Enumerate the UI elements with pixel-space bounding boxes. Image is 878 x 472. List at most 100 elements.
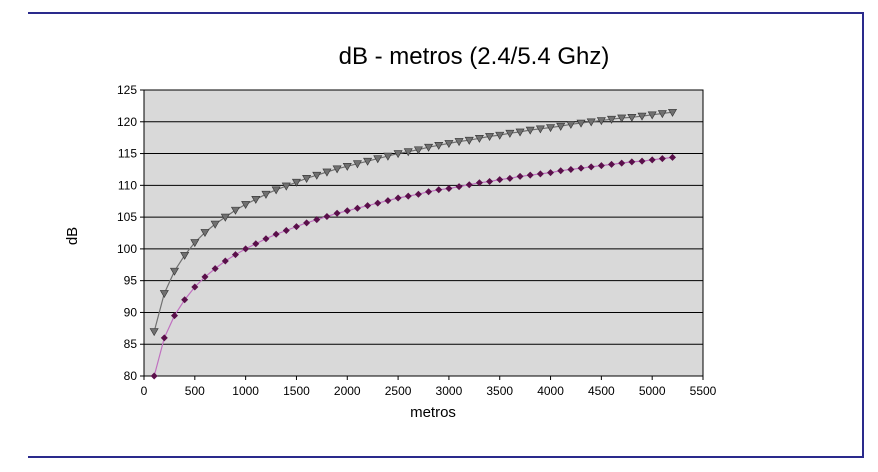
data-point xyxy=(557,167,565,175)
data-point xyxy=(333,209,341,217)
data-point xyxy=(170,312,178,320)
data-point xyxy=(586,118,596,127)
data-point xyxy=(526,171,534,179)
data-point xyxy=(343,207,351,215)
y-tick-label: 110 xyxy=(118,178,137,192)
y-tick-label: 125 xyxy=(117,83,137,97)
data-point xyxy=(159,290,169,298)
x-tick-label: 0 xyxy=(141,384,148,398)
y-axis: 80 85 90 95 100 105 110 115 120 125 xyxy=(117,83,144,383)
data-point xyxy=(576,119,586,128)
x-tick-label: 3000 xyxy=(436,384,463,398)
data-point xyxy=(596,117,606,126)
data-point xyxy=(414,190,422,198)
y-tick-label: 105 xyxy=(117,210,137,224)
data-point xyxy=(658,155,666,163)
chart-frame-border xyxy=(28,12,864,458)
data-point xyxy=(323,212,331,220)
data-point xyxy=(567,165,575,173)
data-point xyxy=(577,164,585,172)
data-point xyxy=(444,140,454,148)
data-point xyxy=(454,138,464,147)
data-point xyxy=(495,131,505,140)
data-point xyxy=(282,226,290,234)
series-layer xyxy=(149,108,678,380)
x-tick-label: 4500 xyxy=(588,384,615,398)
data-point xyxy=(201,273,209,281)
series-1 xyxy=(149,108,678,337)
data-point xyxy=(191,283,199,291)
data-point xyxy=(618,159,626,167)
data-point xyxy=(261,190,271,199)
data-point xyxy=(546,124,556,133)
data-point xyxy=(169,267,180,276)
x-tick-label: 5500 xyxy=(690,384,717,398)
data-point xyxy=(496,176,504,184)
data-point xyxy=(667,108,678,117)
data-point xyxy=(455,183,463,191)
data-point xyxy=(638,157,646,165)
data-point xyxy=(200,229,210,237)
data-point xyxy=(312,171,322,180)
data-point xyxy=(637,112,647,121)
data-point xyxy=(150,372,158,380)
data-point xyxy=(160,334,168,342)
data-point xyxy=(332,165,342,174)
data-point xyxy=(525,126,535,135)
data-point xyxy=(394,194,402,202)
y-tick-label: 120 xyxy=(117,115,137,129)
data-point xyxy=(281,182,291,191)
data-point xyxy=(474,135,484,143)
x-tick-label: 1000 xyxy=(232,384,259,398)
data-point xyxy=(404,192,412,200)
data-point xyxy=(597,162,605,170)
data-point xyxy=(373,155,383,164)
data-point xyxy=(506,174,514,182)
data-point xyxy=(383,152,393,161)
data-point xyxy=(587,163,595,171)
data-point xyxy=(292,223,300,231)
data-point xyxy=(485,133,495,142)
data-point xyxy=(627,114,637,122)
data-point xyxy=(403,148,413,157)
data-point xyxy=(363,157,373,166)
gridlines xyxy=(144,89,703,377)
data-point xyxy=(211,265,219,273)
x-tick-label: 500 xyxy=(185,384,205,398)
data-point xyxy=(669,153,677,161)
data-point xyxy=(322,168,332,177)
data-point xyxy=(384,197,392,205)
y-tick-label: 95 xyxy=(124,274,138,288)
data-point xyxy=(486,178,494,186)
series-line xyxy=(153,156,673,377)
data-point xyxy=(515,128,525,137)
data-point xyxy=(647,111,657,120)
data-point xyxy=(374,199,382,207)
data-point xyxy=(516,172,524,180)
data-point xyxy=(313,216,321,224)
x-tick-label: 3500 xyxy=(486,384,513,398)
data-point xyxy=(445,185,453,193)
data-point xyxy=(291,178,301,187)
data-point xyxy=(505,129,515,138)
data-point xyxy=(435,186,443,194)
x-axis-title: metros xyxy=(410,404,456,421)
data-point xyxy=(424,143,434,152)
data-point xyxy=(393,150,403,159)
data-point xyxy=(352,160,362,169)
data-point xyxy=(364,202,372,210)
data-point xyxy=(475,179,483,187)
data-point xyxy=(617,114,627,123)
y-tick-label: 115 xyxy=(118,147,137,161)
data-point xyxy=(149,328,159,337)
data-point xyxy=(220,213,230,222)
y-tick-label: 85 xyxy=(124,337,138,351)
data-point xyxy=(413,146,423,155)
data-point xyxy=(425,188,433,196)
chart-title: dB - metros (2.4/5.4 Ghz) xyxy=(339,43,610,70)
series-2 xyxy=(150,153,677,380)
data-point xyxy=(242,245,250,253)
data-point xyxy=(271,186,281,195)
x-tick-label: 1500 xyxy=(283,384,310,398)
